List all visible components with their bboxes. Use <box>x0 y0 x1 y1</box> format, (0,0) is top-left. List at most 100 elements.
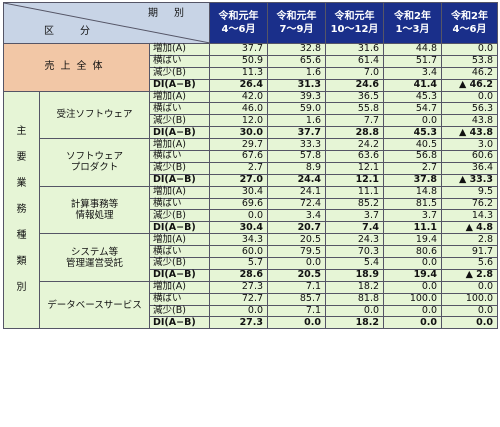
row-label: 減少(B) <box>148 114 211 128</box>
row-label: 横ばい <box>148 54 211 68</box>
value-cell: 12.0 <box>209 114 269 128</box>
value-cell: 40.5 <box>383 138 443 152</box>
value-cell: 56.8 <box>383 150 443 163</box>
value-cell: 55.8 <box>325 102 385 116</box>
row-label: 減少(B) <box>148 66 211 80</box>
period-header-2: 令和元年 7〜9月 <box>267 2 327 44</box>
category-row: 減少(B) 5.7 0.0 5.4 0.0 5.6 <box>4 257 499 270</box>
row-label: 増加(A) <box>148 185 211 199</box>
category-name-cell: 計算事務等 情報処理 <box>39 185 150 235</box>
value-cell: 0.0 <box>441 304 499 318</box>
value-cell: 85.2 <box>325 197 385 211</box>
value-cell: 9.5 <box>441 185 499 199</box>
period-header-5: 令和2年 4〜6月 <box>441 2 499 44</box>
category-name-cell: 受注ソフトウェア <box>39 90 150 140</box>
di-value-cell: 0.0 <box>441 316 499 330</box>
category-row: 横ばい 60.0 79.5 70.3 80.6 91.7 <box>4 245 499 259</box>
header-row: 期 別 区 分 令和元年 4〜6月 令和元年 7〜9月 令和元年 10〜12月 令和2… <box>2 2 499 44</box>
value-cell: 42.0 <box>209 90 269 104</box>
value-cell: 24.1 <box>267 185 327 199</box>
row-label: 減少(B) <box>148 304 211 318</box>
di-value-cell: 0.0 <box>383 316 443 330</box>
value-cell: 0.0 <box>441 280 499 294</box>
di-value-cell: ▲ 33.3 <box>441 173 499 187</box>
header-corner-cell: 期 別 区 分 <box>2 2 211 44</box>
value-cell: 14.8 <box>383 185 443 199</box>
value-cell: 67.6 <box>209 150 269 163</box>
category-name-line: 情報処理 <box>75 209 114 221</box>
period-header-4: 令和2年 1〜3月 <box>383 2 443 44</box>
value-cell: 36.5 <box>325 90 385 104</box>
row-label: 増加(A) <box>148 280 211 294</box>
value-cell: 0.0 <box>325 304 385 318</box>
value-cell: 33.3 <box>267 138 327 152</box>
value-cell: 7.1 <box>267 304 327 318</box>
category-row: 主要業務種類別 受注ソフトウェア 増加(A) 42.0 39.3 36.5 45.3 0.0 <box>3 90 499 330</box>
value-cell: 0.0 <box>383 280 443 294</box>
category-name-line: システム等 <box>70 246 119 258</box>
value-cell: 61.4 <box>325 54 385 68</box>
value-cell: 39.3 <box>267 90 327 104</box>
value-cell: 53.8 <box>441 54 499 68</box>
value-cell: 79.5 <box>267 245 327 259</box>
di-value-cell: 37.8 <box>383 173 443 187</box>
category-name-line: 管理運営受託 <box>65 257 123 269</box>
row-label: 横ばい <box>148 292 211 306</box>
di-value-cell: ▲ 43.8 <box>441 126 499 140</box>
value-cell: 72.7 <box>209 292 269 306</box>
value-cell: 20.5 <box>267 233 327 247</box>
category-row: 計算事務等 情報処理 増加(A) 30.4 24.1 11.1 14.8 9.5 <box>4 185 499 235</box>
di-value-cell: 0.0 <box>267 316 327 330</box>
value-cell: 0.0 <box>383 114 443 128</box>
value-cell: 7.1 <box>267 280 327 294</box>
value-cell: 0.0 <box>267 257 327 270</box>
row-label: DI(A−B) <box>148 78 211 92</box>
value-cell: 59.0 <box>267 102 327 116</box>
value-cell: 32.8 <box>267 43 327 56</box>
di-table-container: 期 別 区 分 令和元年 4〜6月 令和元年 7〜9月 令和元年 10〜12月 令和2… <box>2 2 499 330</box>
value-cell: 18.2 <box>325 280 385 294</box>
value-cell: 81.5 <box>383 197 443 211</box>
value-cell: 34.3 <box>209 233 269 247</box>
period-header-label: 期 別 <box>148 8 188 19</box>
category-name-cell: データベースサービス <box>39 280 150 330</box>
di-value-cell: 26.4 <box>209 78 269 92</box>
value-cell: 31.6 <box>325 43 385 56</box>
value-cell: 80.6 <box>383 245 443 259</box>
row-label: 横ばい <box>148 150 211 163</box>
value-cell: 44.8 <box>383 43 443 56</box>
value-cell: 2.8 <box>441 233 499 247</box>
value-cell: 0.0 <box>383 257 443 270</box>
value-cell: 100.0 <box>441 292 499 306</box>
value-cell: 1.6 <box>267 114 327 128</box>
value-cell: 85.7 <box>267 292 327 306</box>
value-cell: 76.2 <box>441 197 499 211</box>
value-cell: 60.6 <box>441 150 499 163</box>
row-label: DI(A−B) <box>148 268 211 282</box>
value-cell: 11.1 <box>325 185 385 199</box>
di-value-cell: 31.3 <box>267 78 327 92</box>
value-cell: 5.4 <box>325 257 385 270</box>
category-row: ソフトウェア プロダクト 増加(A) 29.7 33.3 24.2 40.5 3.0 <box>4 138 499 187</box>
value-cell: 72.4 <box>267 197 327 211</box>
value-cell: 0.0 <box>209 209 269 223</box>
di-value-cell: ▲ 2.8 <box>441 268 499 282</box>
category-row: DI(A−B) 28.6 20.5 18.9 19.4 ▲ 2.8 <box>4 268 499 282</box>
category-row: 減少(B) 12.0 1.6 7.7 0.0 43.8 <box>4 114 499 128</box>
category-name-line: ソフトウェア <box>65 151 123 163</box>
row-label: DI(A−B) <box>148 126 211 140</box>
value-cell: 1.6 <box>267 66 327 80</box>
di-value-cell: 18.2 <box>325 316 385 330</box>
value-cell: 36.4 <box>441 161 499 175</box>
category-row: データベースサービス 増加(A) 27.3 7.1 18.2 0.0 0.0 <box>4 280 499 330</box>
category-row: 減少(B) 0.0 3.4 3.7 3.7 14.3 <box>4 209 499 223</box>
value-cell: 29.7 <box>209 138 269 152</box>
category-row: 減少(B) 0.0 7.1 0.0 0.0 0.0 <box>4 304 499 318</box>
di-value-cell: 28.6 <box>209 268 269 282</box>
category-name-line: 受注ソフトウェア <box>56 109 133 121</box>
value-cell: 50.9 <box>209 54 269 68</box>
value-cell: 46.0 <box>209 102 269 116</box>
sales-total-row: 横ばい 50.9 65.6 61.4 51.7 53.8 <box>4 54 499 68</box>
di-value-cell: 20.5 <box>267 268 327 282</box>
value-cell: 3.0 <box>441 138 499 152</box>
